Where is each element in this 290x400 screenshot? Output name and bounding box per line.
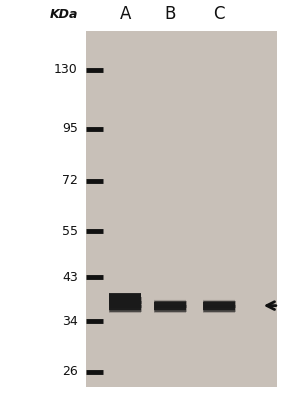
Text: 55: 55 <box>62 225 78 238</box>
Text: 72: 72 <box>62 174 78 187</box>
Text: 43: 43 <box>62 271 78 284</box>
Text: A: A <box>119 5 131 23</box>
Text: 26: 26 <box>62 365 78 378</box>
Text: 95: 95 <box>62 122 78 135</box>
Text: 130: 130 <box>54 63 78 76</box>
Text: KDa: KDa <box>49 8 78 21</box>
Text: C: C <box>213 5 225 23</box>
Bar <box>86 31 277 387</box>
Text: 34: 34 <box>62 315 78 328</box>
Text: B: B <box>164 5 175 23</box>
